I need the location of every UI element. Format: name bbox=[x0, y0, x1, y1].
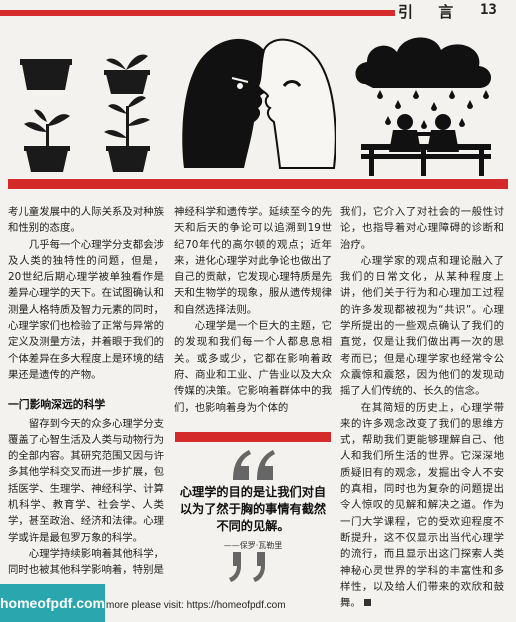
paragraph: 在其简短的历史上，心理学带来的许多观念改变了我们的思维方式，帮助我们更能够理解自… bbox=[340, 400, 504, 612]
paragraph: 心理学家的观点和理论融入了我们的日常文化，从某种程度上讲，他们关于行为和心理加工… bbox=[340, 254, 504, 398]
text-column-2: 神经科学和遗传学。延续至今的先天和后天的争论可以追溯到19世纪70年代的高尔顿的… bbox=[174, 204, 332, 416]
light-face bbox=[256, 38, 336, 169]
header-red-bar bbox=[0, 10, 395, 16]
quote-author: ——保罗·瓦勒里 bbox=[223, 541, 283, 550]
top-red-rule bbox=[8, 179, 508, 189]
footer-link-text[interactable]: more please visit: https://homeofpdf.com bbox=[106, 600, 286, 611]
bench bbox=[361, 144, 491, 176]
site-logo[interactable]: homeofpdf.com bbox=[0, 584, 105, 622]
end-mark-icon bbox=[363, 599, 371, 607]
page-number: 13 bbox=[480, 2, 497, 18]
light-face-eye bbox=[282, 80, 302, 87]
illustration-strip bbox=[0, 26, 516, 178]
two-faces-illustration bbox=[182, 38, 336, 169]
storm-cloud bbox=[355, 37, 491, 88]
section-heading: 一门影响深远的科学 bbox=[8, 398, 106, 412]
open-quote-icon bbox=[233, 450, 275, 480]
paragraph: 神经科学和遗传学。延续至今的先天和后天的争论可以追溯到19世纪70年代的高尔顿的… bbox=[174, 206, 332, 316]
quote-text: 心理学的目的是让我们对自以为了然于胸的事情有截然不同的见解。 bbox=[179, 485, 327, 533]
quote-red-bar bbox=[175, 432, 331, 442]
text-column-1: 考儿童发展中的人际关系及对种族和性别的态度。 几乎每一个心理学分支都会涉及人类的… bbox=[8, 204, 164, 579]
close-quote-icon bbox=[229, 552, 265, 582]
pot-bottom-right bbox=[104, 96, 150, 172]
text-column-3: 我们，它介入了对社会的一般性讨论，也指导着对心理障碍的诊断和治疗。 心理学家的观… bbox=[340, 204, 504, 611]
paragraph: 考儿童发展中的人际关系及对种族和性别的态度。 bbox=[8, 206, 164, 235]
pot-top-left bbox=[20, 59, 72, 90]
pot-bottom-left bbox=[24, 109, 70, 172]
paragraph: 留存到今天的众多心理学分支覆盖了心智生活及人类与动物行为的全部内容。其研究范围又… bbox=[8, 417, 164, 544]
pull-quote: 心理学的目的是让我们对自以为了然于胸的事情有截然不同的见解。 ——保罗·瓦勒里 bbox=[175, 432, 331, 582]
rain-drops bbox=[377, 90, 489, 129]
paragraph-text: 在其简短的历史上，心理学带来的许多观念改变了我们的思维方式，帮助我们更能够理解自… bbox=[340, 401, 504, 610]
plant-pots-illustration bbox=[20, 54, 150, 172]
dark-face bbox=[182, 38, 272, 168]
dark-face-eye bbox=[237, 83, 243, 89]
page-header: 引 言 13 bbox=[0, 0, 516, 22]
rain-cloud-illustration bbox=[355, 37, 491, 176]
chapter-title: 引 言 bbox=[398, 3, 464, 21]
paragraph: 我们，它介入了对社会的一般性讨论，也指导着对心理障碍的诊断和治疗。 bbox=[340, 206, 504, 251]
pot-top-right bbox=[104, 54, 150, 94]
paragraph: 几乎每一个心理学分支都会涉及人类的独特性的问题，但是，20世纪后期心理学被单独看… bbox=[8, 238, 164, 381]
paragraph: 心理学持续影响着其他科学，同时也被其他科学影响着，特别是 bbox=[8, 547, 164, 577]
paragraph: 心理学是一个巨大的主题，它的发现和我们每一个人都息息相关。或多或少，它都在影响着… bbox=[174, 320, 332, 414]
dark-face-brow bbox=[231, 77, 249, 83]
